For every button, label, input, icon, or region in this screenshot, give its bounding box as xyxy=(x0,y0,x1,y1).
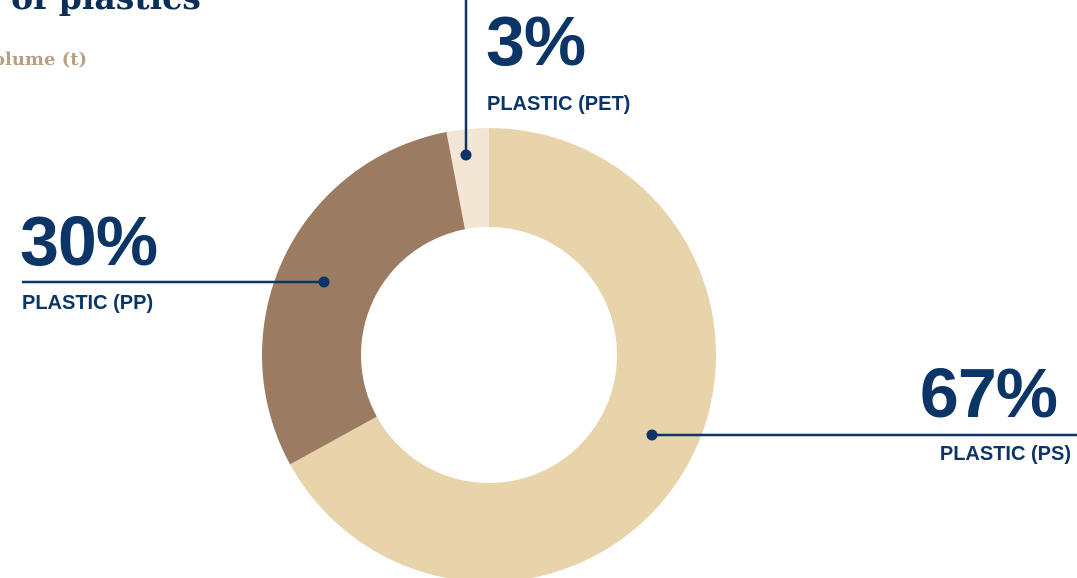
donut-slices xyxy=(262,128,716,578)
chart-subtitle: olume (t) xyxy=(0,49,88,70)
leader-dot-ps xyxy=(646,429,658,441)
category-label-ps: PLASTIC (PS) xyxy=(939,443,1071,465)
percentage-label-ps: 67% xyxy=(919,354,1058,432)
slice-pp xyxy=(262,132,466,465)
percentage-label-pp: 30% xyxy=(20,202,158,280)
leader-dot-pet xyxy=(460,149,472,161)
leader-lines xyxy=(22,0,1077,441)
percentage-label-pet: 3% xyxy=(486,2,586,80)
category-label-pp: PLASTIC (PP) xyxy=(22,292,154,314)
slice-ps xyxy=(290,128,716,578)
leader-dot-pp xyxy=(318,276,330,288)
category-label-pet: PLASTIC (PET) xyxy=(487,93,631,115)
slice-pet xyxy=(446,128,489,230)
chart-title: es of plastics xyxy=(0,0,201,17)
